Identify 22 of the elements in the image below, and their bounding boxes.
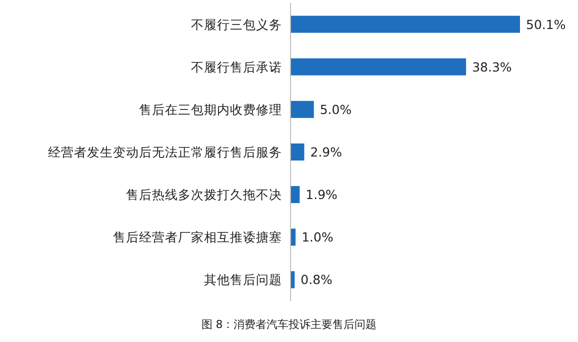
data-label: 2.9%: [310, 144, 342, 160]
bar: [291, 16, 520, 33]
y-tick-label: 不履行售后承诺: [191, 59, 282, 74]
data-label: 38.3%: [472, 59, 512, 74]
y-tick-label: 经营者发生变动后无法正常履行售后服务: [48, 144, 282, 160]
data-label: 5.0%: [320, 102, 352, 117]
bar: [291, 58, 466, 76]
bar: [291, 143, 304, 161]
bar: [291, 100, 314, 118]
data-label: 1.9%: [306, 187, 338, 202]
bar: [291, 271, 295, 288]
data-label: 0.8%: [300, 272, 333, 288]
data-label: 1.0%: [302, 230, 334, 245]
y-tick-label: 其他售后问题: [204, 272, 282, 288]
text: 图 8：消费者汽车投诉主要售后问题: [201, 318, 377, 331]
y-tick-label: 售后热线多次拨打久拖不决: [126, 187, 282, 202]
bar: [291, 186, 300, 204]
bar: [291, 228, 296, 246]
y-tick-label: 售后在三包期内收费修理: [139, 102, 282, 117]
data-label: 50.1%: [526, 16, 566, 32]
y-tick-label: 不履行三包义务: [191, 16, 282, 32]
y-tick-label: 售后经营者厂家相互推诿搪塞: [113, 230, 282, 245]
